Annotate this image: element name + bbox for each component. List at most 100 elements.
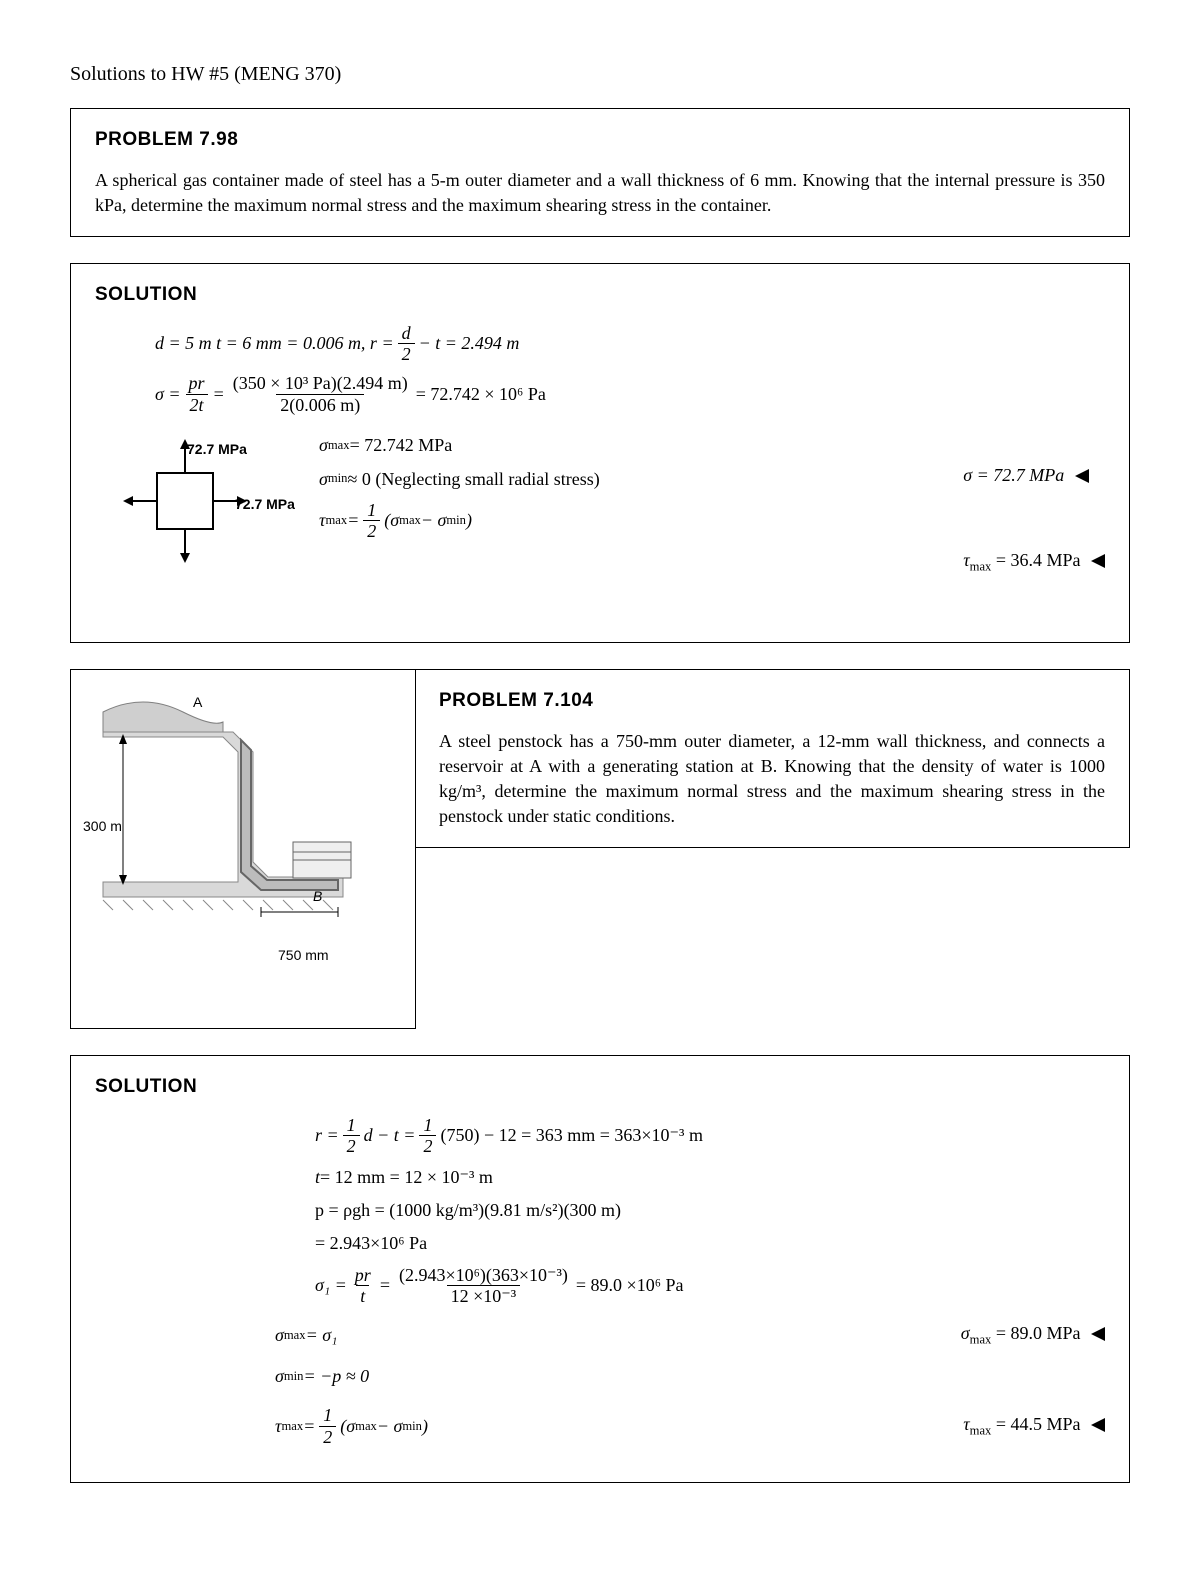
sigma-min-line: σmin ≈ 0 (Neglecting small radial stress… (319, 467, 600, 492)
frac-sigma1-numeric: (2.943×10⁶)(363×10⁻³) 12 ×10⁻³ (395, 1265, 572, 1307)
figure-label-height: 300 m (83, 817, 403, 837)
eq-p2: = 2.943×10⁶ Pa (315, 1231, 1105, 1256)
eq-sigma: σ = pr 2t = (350 × 10³ Pa)(2.494 m) 2(0.… (155, 373, 1105, 415)
frac-half: 1 2 (319, 1405, 336, 1447)
tau-open: (σ (340, 1414, 355, 1439)
solution-7-98-heading: SOLUTION (95, 282, 1105, 309)
problem-7-98-box: PROBLEM 7.98 A spherical gas container m… (70, 108, 1130, 237)
r-pre: r = (315, 1123, 339, 1148)
subscript-min: min (328, 470, 348, 488)
figure-label-a: A (193, 693, 513, 713)
sigma-symbol: σ (275, 1323, 284, 1348)
tau-eq2: = (303, 1414, 315, 1439)
frac-den: 2 (319, 1426, 336, 1448)
subscript-min: min (284, 1368, 304, 1386)
subscript-max: max (970, 1424, 992, 1438)
answer-marker-icon (1075, 469, 1089, 483)
frac-den: 2 (363, 520, 380, 542)
stress-element-diagram: 72.7 MPa 72.7 MPa (95, 429, 295, 614)
subscript-max: max (355, 1418, 377, 1436)
frac-num: 1 (419, 1115, 436, 1136)
eq-sigma-rhs: = 72.742 × 10⁶ Pa (416, 382, 546, 407)
results-col: σ = 72.7 MPa τmax = 36.4 MPa (963, 463, 1105, 576)
frac-den: 2t (186, 394, 208, 416)
eq-geom-post: − t = 2.494 m (419, 331, 520, 356)
s1-mid: = (379, 1273, 391, 1298)
sigma-max-row: σmax = σ₁ σmax = 89.0 MPa (315, 1315, 1105, 1356)
eq-p1: p = ρgh = (1000 kg/m³)(9.81 m/s²)(300 m) (315, 1198, 1105, 1223)
frac-num: 1 (343, 1115, 360, 1136)
sigma-symbol: σ (275, 1364, 284, 1389)
frac-num: pr (351, 1265, 375, 1286)
subscript-min: min (446, 512, 466, 530)
frac-num: pr (185, 373, 209, 394)
eq-geom: d = 5 m t = 6 mm = 0.006 m, r = d 2 − t … (155, 323, 1105, 365)
eq-r: r = 1 2 d − t = 1 2 (750) − 12 = 363 mm … (315, 1115, 1105, 1157)
subscript-min: min (402, 1418, 422, 1436)
sigma-min-rhs: = −p ≈ 0 (303, 1364, 369, 1389)
frac-pr-2t: pr 2t (185, 373, 209, 415)
frac-den: 12 ×10⁻³ (447, 1285, 521, 1307)
sigma-symbol: σ (961, 1323, 970, 1343)
s1-post: = 89.0 ×10⁶ Pa (576, 1273, 684, 1298)
problem-7-104-box: PROBLEM 7.104 A steel penstock has a 750… (415, 669, 1130, 848)
result-tau-val: = 36.4 MPa (991, 550, 1080, 570)
result-sigma-text: σ = 72.7 MPa (963, 465, 1064, 485)
stress-right-label: 72.7 MPa (235, 495, 435, 515)
frac-den: 2 (398, 343, 415, 365)
subscript-max: max (325, 512, 347, 530)
subscript-max: max (970, 1333, 992, 1347)
solution-7-104-equations: r = 1 2 d − t = 1 2 (750) − 12 = 363 mm … (315, 1115, 1105, 1456)
frac-d-over-2: d 2 (398, 323, 415, 365)
tau-paren-close: ) (466, 508, 472, 533)
frac-den: 2 (419, 1135, 436, 1157)
result-sigma-val: = 89.0 MPa (991, 1323, 1080, 1343)
result-sigma: σ = 72.7 MPa (963, 463, 1105, 488)
answer-marker-icon (1091, 554, 1105, 568)
frac-den: t (356, 1285, 369, 1307)
sigma-max-eq: σmax = σ₁ (275, 1323, 337, 1348)
result-tau-max: τmax = 44.5 MPa (963, 1412, 1105, 1440)
frac-num: (350 × 10³ Pa)(2.494 m) (229, 373, 412, 394)
tau-mid: − σ (377, 1414, 403, 1439)
frac-num: (2.943×10⁶)(363×10⁻³) (395, 1265, 572, 1286)
r-mid1: d − t = (364, 1123, 416, 1148)
stress-top-label: 72.7 MPa (187, 440, 387, 460)
tau-close: ) (422, 1414, 428, 1439)
answer-marker-icon (1091, 1418, 1105, 1432)
r-mid2: (750) − 12 = 363 mm = 363×10⁻³ m (440, 1123, 703, 1148)
problem-7-104-statement: A steel penstock has a 750-mm outer diam… (439, 729, 1105, 830)
eq-geom-pre: d = 5 m t = 6 mm = 0.006 m, r = (155, 331, 394, 356)
figure-label-diameter: 750 mm (278, 946, 598, 966)
frac-pr-t: pr t (351, 1265, 375, 1307)
frac-half: 1 2 (343, 1115, 360, 1157)
tau-eq: τmax = 1 2 (σmax − σmin ) (275, 1405, 428, 1447)
page-title: Solutions to HW #5 (MENG 370) (70, 60, 1130, 88)
eq-t: tt = 12 mm = 12 × 10⁻³ m = 12 mm = 12 × … (315, 1165, 1105, 1190)
sigma-min-eq: σmin = −p ≈ 0 (275, 1364, 1105, 1389)
frac-half: 1 2 (419, 1115, 436, 1157)
tau-row: τmax = 1 2 (σmax − σmin ) τmax = 44.5 MP… (315, 1397, 1105, 1455)
problem-7-104-heading: PROBLEM 7.104 (439, 688, 1105, 715)
figure-label-b: B (313, 887, 633, 907)
result-tau-val: = 44.5 MPa (991, 1414, 1080, 1434)
frac-den: 2 (343, 1135, 360, 1157)
t-line-vis: = 12 mm = 12 × 10⁻³ m (320, 1165, 493, 1190)
subscript-max: max (284, 1327, 306, 1345)
frac-den: 2(0.006 m) (276, 394, 364, 416)
solution-7-104-heading: SOLUTION (95, 1074, 1105, 1101)
solution-7-98-box: SOLUTION d = 5 m t = 6 mm = 0.006 m, r =… (70, 263, 1130, 643)
solution-7-104-box: SOLUTION r = 1 2 d − t = 1 2 (750) − 12 … (70, 1055, 1130, 1483)
subscript-max: max (399, 512, 421, 530)
frac-sigma-numeric: (350 × 10³ Pa)(2.494 m) 2(0.006 m) (229, 373, 412, 415)
subscript-max: max (970, 560, 992, 574)
penstock-figure: A 300 m B 750 mm (70, 669, 416, 1029)
solution-7-98-equations: d = 5 m t = 6 mm = 0.006 m, r = d 2 − t … (155, 323, 1105, 416)
s1-pre: σ₁ = (315, 1273, 347, 1298)
answer-marker-icon (1091, 1327, 1105, 1341)
frac-num: 1 (319, 1405, 336, 1426)
eq-sigma-lhs: σ = (155, 382, 181, 407)
problem-7-104-row: A 300 m B 750 mm PROBLEM 7.104 A steel p… (70, 669, 1130, 1029)
frac-num: d (398, 323, 415, 344)
eq-sigma1: σ₁ = pr t = (2.943×10⁶)(363×10⁻³) 12 ×10… (315, 1265, 1105, 1307)
